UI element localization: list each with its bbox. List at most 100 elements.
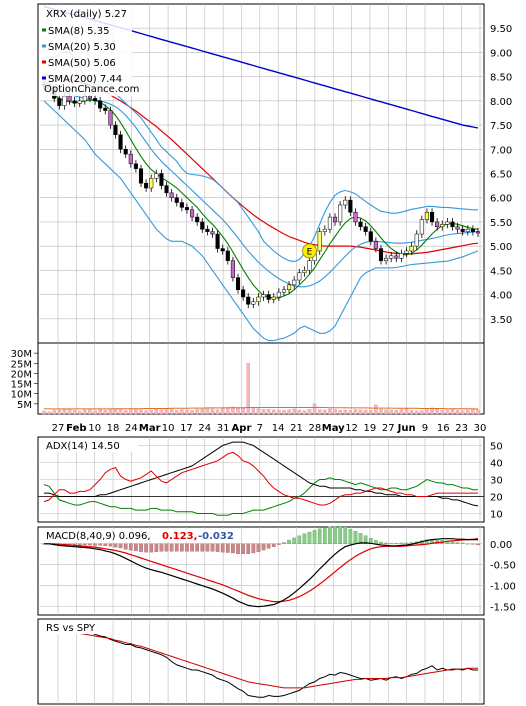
- candle-body: [149, 178, 154, 189]
- price-y-tick-label: 6.00: [490, 194, 512, 205]
- macd-histogram-bar: [195, 543, 200, 552]
- price-y-tick-label: 3.50: [490, 315, 512, 326]
- volume-bar: [348, 410, 353, 415]
- macd-histogram-bar: [297, 535, 302, 544]
- volume-bar: [190, 409, 194, 415]
- candle-body: [261, 294, 266, 298]
- candle-body: [276, 291, 281, 298]
- volume-bar: [98, 408, 102, 415]
- candle-body: [363, 226, 368, 232]
- macd-y-tick-label: 0.00: [490, 540, 512, 551]
- volume-bar: [47, 411, 51, 415]
- x-axis-label: 24: [125, 423, 138, 434]
- macd-histogram-bar: [307, 531, 312, 544]
- volume-bar: [129, 409, 133, 415]
- rs-panel-label: RS vs SPY: [46, 623, 96, 634]
- volume-bar: [226, 408, 230, 415]
- volume-bar: [420, 410, 424, 415]
- candle-body: [450, 221, 455, 228]
- candle-body: [93, 98, 98, 102]
- volume-bar: [169, 408, 174, 415]
- x-axis-label: 21: [290, 423, 303, 434]
- rs-panel: RS vs SPY: [37, 618, 485, 705]
- macd-histogram-bar: [328, 526, 332, 544]
- volume-bar: [343, 409, 347, 415]
- price-y-tick-label: 5.00: [490, 242, 512, 253]
- volume-bar: [175, 410, 179, 415]
- macd-histogram-bar: [225, 543, 230, 553]
- adx-label-bg: [40, 439, 138, 452]
- candle-body: [338, 204, 343, 223]
- macd-histogram-bar: [149, 543, 154, 553]
- macd-histogram-bar: [169, 543, 174, 552]
- volume-bar: [338, 409, 342, 415]
- volume-bar: [389, 409, 393, 415]
- macd-histogram-bar: [164, 543, 169, 552]
- candle-body: [118, 134, 123, 150]
- candle-body: [62, 95, 67, 106]
- adx-y-tick-label: 10: [490, 510, 503, 521]
- volume-bar: [103, 409, 108, 415]
- volume-bar: [455, 410, 460, 415]
- volume-bar: [200, 408, 205, 415]
- macd-label-part: 0.123,: [162, 531, 197, 542]
- macd-histogram-bar: [374, 540, 378, 544]
- candle-body: [154, 173, 159, 179]
- sma-8-line: [43, 90, 479, 299]
- macd-signal-line: [44, 538, 479, 603]
- macd-histogram-bar: [200, 543, 205, 552]
- volume-bar: [425, 409, 429, 415]
- x-axis-label: 16: [437, 423, 450, 434]
- legend-entry: SMA(50) 5.06: [48, 58, 116, 69]
- candle-body: [72, 100, 77, 104]
- candle-body: [251, 301, 256, 305]
- candle-body: [210, 231, 215, 235]
- x-axis-label: 9: [422, 423, 428, 434]
- volume-bar: [210, 408, 215, 415]
- candle-body: [271, 296, 276, 300]
- candle-body: [327, 216, 332, 230]
- candle-body: [98, 100, 103, 109]
- candle-body: [373, 241, 378, 249]
- macd-histogram-bar: [287, 539, 291, 544]
- volume-bar: [435, 408, 439, 415]
- macd-y-tick-label: -1.50: [490, 603, 516, 614]
- candle-body: [419, 219, 424, 235]
- volume-bar: [62, 409, 67, 415]
- macd-histogram-bar: [108, 543, 113, 547]
- volume-bar: [241, 407, 245, 415]
- rs-series-line-1: [43, 627, 478, 689]
- macd-y-tick-label: -0.50: [490, 561, 516, 572]
- volume-bar: [118, 409, 123, 415]
- rs-frame: [37, 618, 485, 705]
- candle-body: [87, 95, 93, 99]
- x-axis-label: 14: [272, 423, 285, 434]
- candle-body: [378, 248, 384, 261]
- candle-body: [200, 221, 205, 230]
- candle-body: [190, 209, 195, 218]
- candle-body: [302, 270, 307, 274]
- macd-histogram-bar: [271, 543, 276, 547]
- macd-histogram-bar: [282, 542, 286, 544]
- volume-bar: [450, 408, 455, 415]
- price-y-tick-label: 8.00: [490, 97, 512, 108]
- volume-bar: [328, 408, 332, 415]
- volume-bar: [414, 410, 419, 415]
- macd-histogram-bar: [476, 543, 480, 546]
- volume-bar: [52, 410, 56, 415]
- macd-histogram-bar: [98, 543, 103, 546]
- volume-bar: [302, 410, 307, 415]
- macd-y-tick-label: -1.00: [490, 582, 516, 593]
- candle-body: [225, 250, 230, 261]
- x-axis-label: 27: [382, 423, 395, 434]
- volume-bar: [164, 408, 169, 415]
- macd-label-bg: [40, 529, 236, 542]
- sma-20-line: [43, 81, 479, 288]
- volume-bar: [149, 409, 153, 415]
- candle-body: [205, 228, 210, 232]
- macd-label-part: -0.032: [198, 531, 234, 542]
- volume-bar: [231, 406, 235, 415]
- adx-panel-label: ADX(14) 14.50: [46, 441, 120, 452]
- volume-bar: [134, 408, 138, 415]
